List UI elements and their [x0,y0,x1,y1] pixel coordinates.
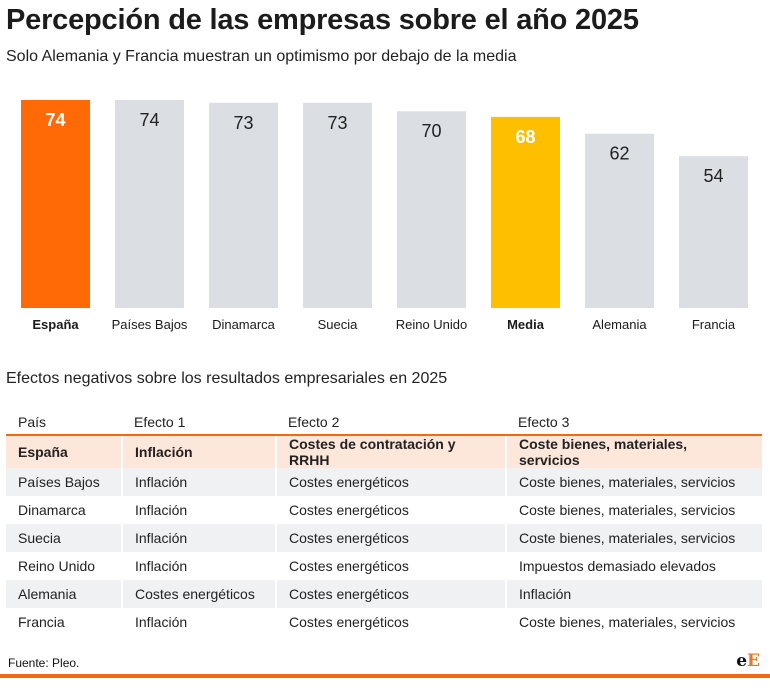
cell-country: Dinamarca [6,496,123,524]
bar-1 [21,100,90,308]
chart-subtitle: Solo Alemania y Francia muestran un opti… [6,48,517,65]
header-effect-1: Efecto 1 [122,409,276,436]
source-note: Fuente: Pleo. [8,656,80,670]
cell-effect-2: Costes energéticos [276,468,507,496]
bar-7 [585,133,654,308]
data-label: 74 [139,110,159,130]
cell-effect-2: Costes energéticos [276,608,507,636]
cell-effect-1: Inflación [122,552,277,580]
table-row: Dinamarca Inflación Costes energéticos Cost… [6,496,762,524]
header-country: País [6,409,122,436]
table-title: Efectos negativos sobre los resultados e… [6,370,448,387]
category-label: España [32,317,79,332]
cell-country: España [6,435,123,468]
cell-effect-3: Impuestos demasiado elevados [519,558,716,574]
bar-8 [679,156,748,308]
cell-country: Francia [6,608,123,636]
cell-effect-1: Inflación [122,496,277,524]
cell-effect-3: Coste bienes, materiales, servicios [506,524,762,552]
chart-title: Percepción de las empresas sobre el año … [6,4,639,36]
bar-5 [397,111,466,308]
cell-effect-3: Coste bienes, materiales, servicios [506,435,762,468]
bar-3 [209,102,278,308]
cell-effect-1: Inflación [122,435,277,468]
table-row: España Inflación Costes de contratación y … [6,435,762,468]
category-label: Suecia [318,317,359,332]
table-row: Suecia Inflación Costes energéticos Coste b… [6,524,762,552]
data-label: 62 [609,144,629,164]
data-label: 73 [327,113,347,133]
table-row: Alemania Costes energéticos Costes energét… [6,580,762,608]
data-label: 68 [515,127,535,147]
data-label: 73 [233,113,253,133]
data-label: 70 [421,121,441,141]
cell-country: Suecia [6,524,123,552]
cell-effect-3: Coste bienes, materiales, servicios [506,468,762,496]
cell-country: Alemania [6,580,123,608]
category-label: Alemania [592,317,647,332]
table-row: Países Bajos Inflación Costes energéticos C… [6,468,762,496]
cell-country: Reino Unido [6,552,123,580]
data-label: 54 [703,166,723,186]
cell-effect-2: Costes energéticos [276,580,507,608]
bar-6 [491,116,560,308]
bar-2 [115,100,184,308]
cell-country: Países Bajos [6,468,123,496]
table-header-row: País Efecto 1 Efecto 2 Efecto 3 [6,409,762,436]
cell-effect-3: Coste bienes, materiales, servicios [519,502,736,518]
category-label: Reino Unido [396,317,468,332]
category-label: Países Bajos [112,317,188,332]
cell-effect-2: Costes energéticos [276,552,507,580]
table-body: España Inflación Costes de contratación y … [6,435,762,636]
header-effect-3: Efecto 3 [506,409,762,436]
data-label: 74 [45,110,65,130]
category-label: Dinamarca [212,317,276,332]
cell-effect-1: Costes energéticos [122,580,277,608]
bar-chart: 74 España 74 Países Bajos 73 Dinamarca 73 Sueci… [21,100,748,332]
cell-effect-1: Inflación [122,524,277,552]
cell-effect-1: Inflación [122,468,277,496]
effects-table: País Efecto 1 Efecto 2 Efecto 3 España In… [6,409,762,636]
cell-effect-2: Costes de contratación y RRHH [276,435,507,468]
bar-4 [303,102,372,308]
logo-letter-E: E [747,651,760,671]
category-label: Francia [692,317,736,332]
publisher-logo: eE [736,651,760,671]
header-effect-2: Efecto 2 [276,409,506,436]
category-label: Media [507,317,545,332]
cell-effect-2: Costes energéticos [276,496,507,524]
table-row: Reino Unido Inflación Costes energéticos Im… [6,552,762,580]
cell-effect-3: Coste bienes, materiales, servicios [519,614,736,630]
logo-letter-e: e [736,651,748,671]
cell-effect-3: Inflación [506,580,762,608]
bottom-accent-bar [0,674,770,678]
table-row: Francia Inflación Costes energéticos Coste … [6,608,762,636]
cell-effect-1: Inflación [122,608,277,636]
cell-effect-2: Costes energéticos [276,524,507,552]
